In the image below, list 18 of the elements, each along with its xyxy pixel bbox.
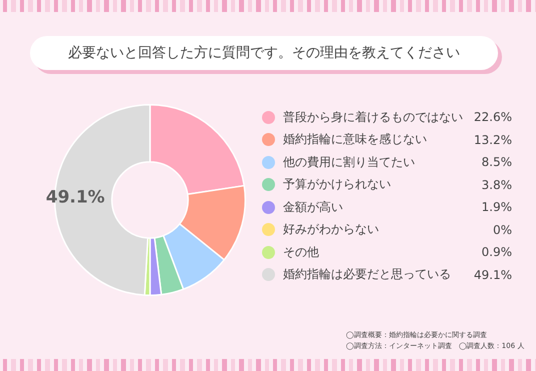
data-label: 22.6%: [474, 110, 512, 124]
text: 49.1%: [474, 268, 512, 282]
data-label: 3.8%: [482, 178, 512, 192]
legend-label: 婚約指輪に意味を感じない: [283, 131, 428, 148]
legend-label: 好みがわからない: [283, 221, 380, 238]
legend-label: 他の費用に割り当てたい: [283, 154, 416, 171]
legend-label: 予算がかけられない: [283, 176, 392, 194]
data-label: 8.5%: [482, 155, 512, 170]
legend-label: その他: [283, 244, 320, 261]
text: 0%: [492, 222, 512, 237]
data-label: 13.2%: [474, 132, 512, 147]
data-label: 0.9%: [482, 245, 512, 260]
data-label: 1.9%: [482, 200, 512, 214]
chart-title: 必要ないと回答した方に質問です。その理由を教えてください: [30, 36, 498, 70]
legend-label: 婚約指輪は必要だと思っている: [283, 266, 452, 284]
legend-label: 普段から身に着けるものではない: [283, 108, 464, 126]
legend-label: 金額が高い: [283, 198, 344, 216]
data-label: 49.1%: [46, 188, 105, 208]
